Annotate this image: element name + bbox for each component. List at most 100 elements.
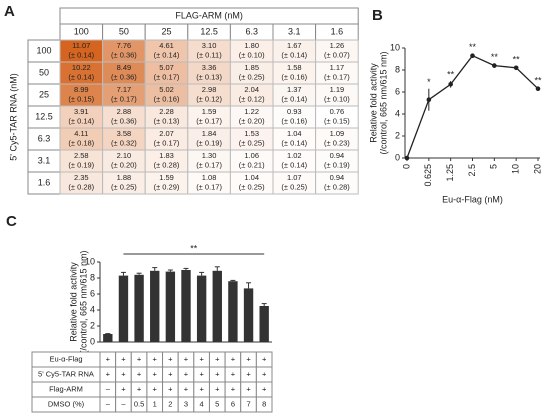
table-cell-text: + — [184, 384, 189, 393]
table-row-label: DMSO (%) — [48, 399, 85, 408]
table-row-label: 5' Cy5-TAR RNA — [38, 369, 94, 378]
y-tick-label: 2 — [90, 320, 95, 330]
bar — [243, 288, 254, 342]
cell-value: 10.22 — [72, 63, 91, 72]
y-title: (/control, 665 nm/615 nm) — [378, 51, 388, 154]
y-tick-label: 0 — [395, 152, 400, 162]
table-cell-text: 6 — [231, 399, 235, 408]
cell-value: 2.28 — [159, 107, 174, 116]
y-tick-label: 6 — [395, 86, 400, 96]
bar — [134, 274, 144, 342]
table-cell-text: + — [231, 384, 236, 393]
row-label: 100 — [36, 45, 51, 55]
row-label: 3.1 — [38, 155, 51, 165]
table-cell-text: + — [121, 384, 126, 393]
y-tick-label: 4 — [395, 108, 400, 118]
significance: ** — [491, 52, 499, 62]
cell-value: 2.10 — [117, 151, 132, 160]
significance: ** — [513, 55, 521, 65]
x-tick-label: 10 — [511, 164, 521, 174]
cell-error: (± 0.14) — [281, 160, 307, 169]
bar — [259, 306, 269, 342]
x-tick-label: 0.625 — [423, 164, 433, 187]
table-cell-text: + — [153, 354, 158, 363]
cell-value: 2.35 — [74, 173, 89, 182]
table-cell-text: + — [153, 369, 158, 378]
cell-error: (± 0.23) — [324, 138, 350, 147]
cell-error: (± 0.28) — [68, 182, 94, 191]
cell-value: 7.76 — [117, 41, 132, 50]
point — [470, 53, 475, 58]
y-title: (/control, 665 nm/615 nm) — [78, 250, 88, 353]
y-tick-label: 10 — [85, 256, 95, 266]
table-cell-text: + — [184, 369, 189, 378]
table-cell-text: + — [168, 354, 173, 363]
table-row-label: Flag-ARM — [49, 384, 83, 393]
table-cell-text: 2 — [168, 399, 172, 408]
y-tick-label: 2 — [395, 130, 400, 140]
cell-value: 8.99 — [74, 85, 89, 94]
y-tick-label: 10 — [390, 42, 400, 52]
cell-value: 1.37 — [287, 85, 302, 94]
bar — [150, 270, 160, 342]
significance: ** — [447, 69, 455, 79]
cell-value: 1.88 — [117, 173, 132, 182]
panel-letter: A — [4, 3, 15, 20]
significance: ** — [534, 75, 542, 85]
table-row-label: Eu-α-Flag — [49, 354, 82, 363]
table-cell-text: + — [215, 354, 220, 363]
cell-error: (± 0.14) — [154, 50, 180, 59]
cell-error: (± 0.16) — [281, 116, 307, 125]
cell-error: (± 0.20) — [111, 160, 137, 169]
cell-value: 1.26 — [330, 41, 345, 50]
cell-error: (± 0.19) — [196, 138, 222, 147]
table-title: FLAG-ARM (nM) — [175, 10, 243, 20]
table-cell-text: + — [262, 369, 267, 378]
cell-error: (± 0.15) — [324, 116, 350, 125]
table-cell-text: + — [153, 384, 158, 393]
cell-error: (± 0.14) — [281, 50, 307, 59]
table-cell-text: + — [246, 369, 251, 378]
cell-value: 8.49 — [117, 63, 132, 72]
table-cell-text: + — [184, 354, 189, 363]
cell-value: 1.30 — [202, 151, 217, 160]
cell-error: (± 0.25) — [239, 182, 265, 191]
cell-error: (± 0.14) — [281, 138, 307, 147]
cell-value: 0.76 — [330, 107, 345, 116]
table-cell-text: 7 — [246, 399, 250, 408]
table-cell-text: 5 — [215, 399, 219, 408]
cell-error: (± 0.32) — [111, 138, 137, 147]
table-cell-text: 1 — [153, 399, 157, 408]
cell-value: 1.83 — [159, 151, 174, 160]
column-label: 50 — [119, 26, 129, 36]
table-cell-text: + — [199, 384, 204, 393]
column-label: 100 — [74, 26, 89, 36]
cell-error: (± 0.13) — [154, 116, 180, 125]
table-cell-text: + — [106, 369, 111, 378]
cell-value: 1.02 — [287, 151, 302, 160]
cell-error: (± 0.12) — [196, 94, 222, 103]
cell-error: (± 0.18) — [68, 138, 94, 147]
row-label: 1.6 — [38, 177, 51, 187]
table-cell-text: + — [262, 384, 267, 393]
x-tick-label: 2.5 — [467, 164, 477, 177]
bar — [196, 275, 207, 342]
cell-value: 1.67 — [287, 41, 302, 50]
cell-error: (± 0.15) — [68, 94, 94, 103]
y-title: Relative fold activity — [68, 262, 78, 342]
column-label: 3.1 — [288, 26, 301, 36]
cell-value: 2.07 — [159, 129, 174, 138]
table-cell-text: + — [262, 354, 267, 363]
cell-value: 2.04 — [244, 85, 259, 94]
bar — [165, 271, 176, 342]
cell-error: (± 0.17) — [196, 182, 222, 191]
cell-value: 1.06 — [244, 151, 259, 160]
bar — [103, 334, 113, 342]
bar — [228, 281, 238, 342]
cell-error: (± 0.14) — [68, 50, 94, 59]
table-cell-text: 3 — [184, 399, 188, 408]
column-label: 25 — [161, 26, 171, 36]
table-cell-text: – — [121, 399, 126, 408]
point — [492, 63, 497, 68]
